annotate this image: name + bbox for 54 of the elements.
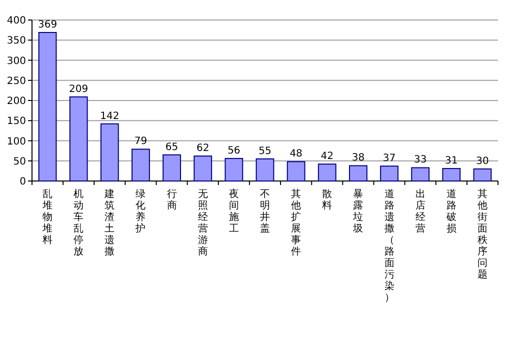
data-label: 209 — [69, 84, 88, 95]
bar — [69, 96, 88, 182]
y-tick-label: 50 — [13, 156, 26, 168]
x-tick-label: 散料 — [322, 189, 332, 212]
data-label: 56 — [228, 145, 240, 156]
bar — [256, 158, 274, 182]
x-tick-label: 其他扩展事件 — [291, 188, 302, 258]
bar — [162, 154, 181, 182]
category-label: 道路遗撒（路面污染） — [384, 189, 394, 304]
x-tick-label: 出店经营 — [415, 188, 426, 234]
bar — [380, 166, 398, 182]
bar — [224, 158, 244, 182]
bar — [194, 156, 212, 182]
bar — [411, 167, 430, 182]
data-label: 38 — [352, 152, 365, 164]
data-label: 369 — [38, 19, 58, 30]
bar — [286, 161, 306, 182]
x-tick-label: 夜间施工 — [228, 188, 239, 234]
data-label: 31 — [445, 156, 458, 167]
y-tick-label: 250 — [6, 76, 26, 87]
data-label: 79 — [134, 136, 148, 148]
data-label: 42 — [320, 151, 334, 162]
x-tick-label: 其他街面秩序问题 — [477, 188, 488, 280]
x-tick-label: 无照经营游商 — [198, 189, 208, 258]
data-label: 37 — [382, 153, 396, 164]
data-label: 62 — [196, 143, 210, 154]
bar — [473, 168, 492, 182]
x-tick-label: 机动车乱停放 — [74, 188, 84, 258]
y-tick-label: 200 — [6, 96, 26, 107]
y-tick-label: 300 — [6, 56, 26, 67]
y-tick-label: 150 — [6, 116, 26, 128]
bar — [100, 123, 119, 182]
bar — [442, 168, 461, 182]
data-label: 33 — [414, 154, 427, 166]
data-label: 65 — [165, 142, 178, 153]
bar — [318, 164, 336, 182]
x-tick-label: 建筑渣土遗撒 — [104, 188, 115, 258]
x-tick-label: 道路破损 — [445, 188, 456, 234]
data-label: 30 — [476, 156, 489, 167]
x-tick-label: 暴露垃圾 — [352, 189, 364, 234]
x-tick-label: 绿化养护 — [134, 189, 146, 234]
data-label: 48 — [290, 148, 302, 160]
bar — [349, 165, 368, 182]
y-tick-label: 400 — [6, 16, 26, 26]
y-tick-label: 350 — [6, 36, 26, 47]
x-tick-label: 不明井盖 — [260, 189, 270, 234]
bar — [132, 148, 150, 182]
data-label: 142 — [100, 110, 120, 122]
y-tick-label: 100 — [6, 136, 26, 148]
bar — [38, 32, 57, 182]
data-label: 55 — [258, 146, 272, 157]
x-tick-label: 乱堆物堆料 — [42, 189, 53, 246]
y-tick-label: 0 — [20, 176, 26, 188]
x-tick-label: 行商 — [166, 189, 177, 212]
